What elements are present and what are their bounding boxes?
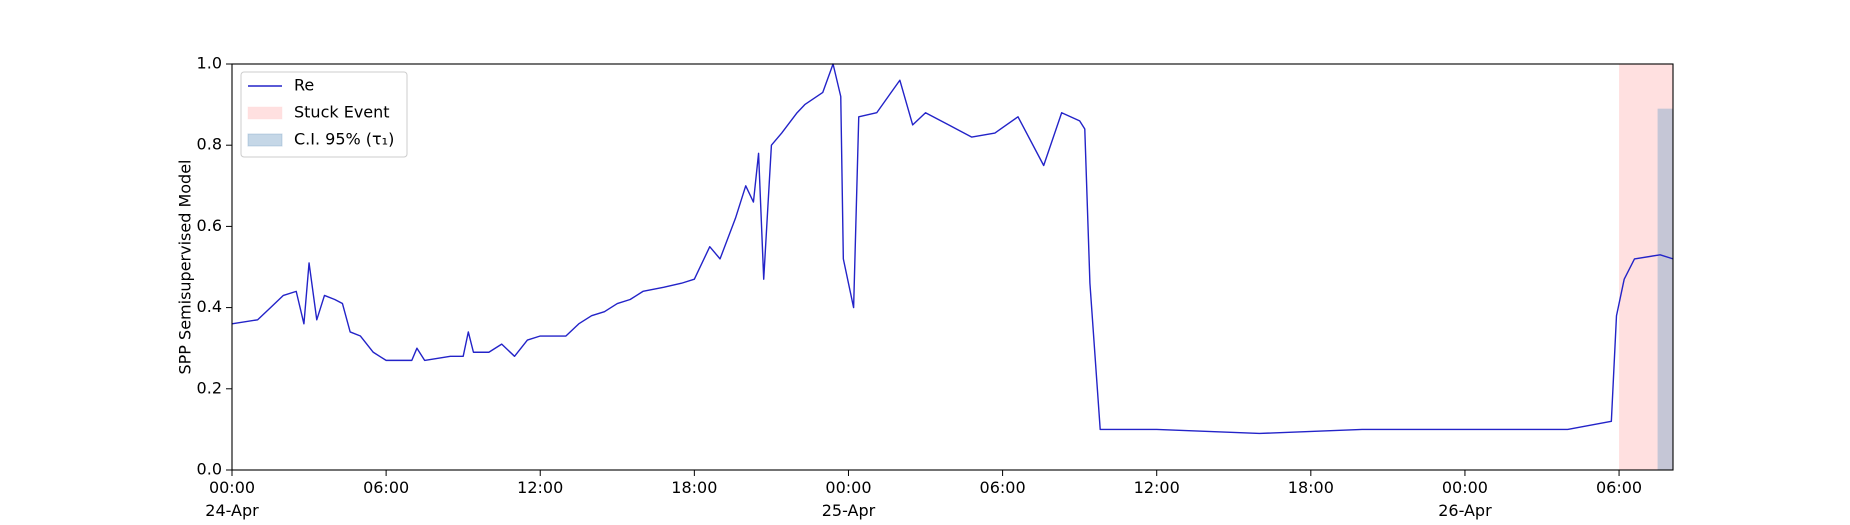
legend-label: Re	[294, 76, 314, 95]
legend-label: C.I. 95% (τ₁)	[294, 130, 394, 149]
y-tick-label: 0.6	[197, 216, 222, 235]
x-tick-label: 12:00	[1134, 478, 1180, 497]
span	[1619, 64, 1673, 470]
x-tick-label: 06:00	[1596, 478, 1642, 497]
x-tick-label: 06:00	[363, 478, 409, 497]
legend-box	[240, 71, 408, 158]
line	[231, 63, 1674, 435]
y-tick-label: 1.0	[197, 54, 222, 73]
x-tick-label: 18:00	[1288, 478, 1334, 497]
legend-patch	[247, 106, 283, 120]
x-tick-label: 12:00	[517, 478, 563, 497]
y-tick-label: 0.8	[197, 135, 222, 154]
span	[1657, 108, 1673, 470]
x-tick-label: 00:00 25-Apr	[822, 478, 876, 520]
x-tick-label: 18:00	[671, 478, 717, 497]
legend-label: Stuck Event	[294, 103, 390, 122]
legend: Re Stuck Event C.I. 95% (τ₁)	[240, 71, 408, 158]
y-tick-label: 0.0	[197, 460, 222, 479]
y-tick-label: 0.2	[197, 378, 222, 397]
legend-patch	[247, 133, 283, 147]
y-axis-label: SPP Semisupervised Model	[176, 160, 195, 375]
x-tick-label: 00:00 26-Apr	[1438, 478, 1492, 520]
x-tick-label: 06:00	[980, 478, 1026, 497]
plot-frame	[231, 63, 1674, 471]
y-tick-label: 0.4	[197, 297, 222, 316]
